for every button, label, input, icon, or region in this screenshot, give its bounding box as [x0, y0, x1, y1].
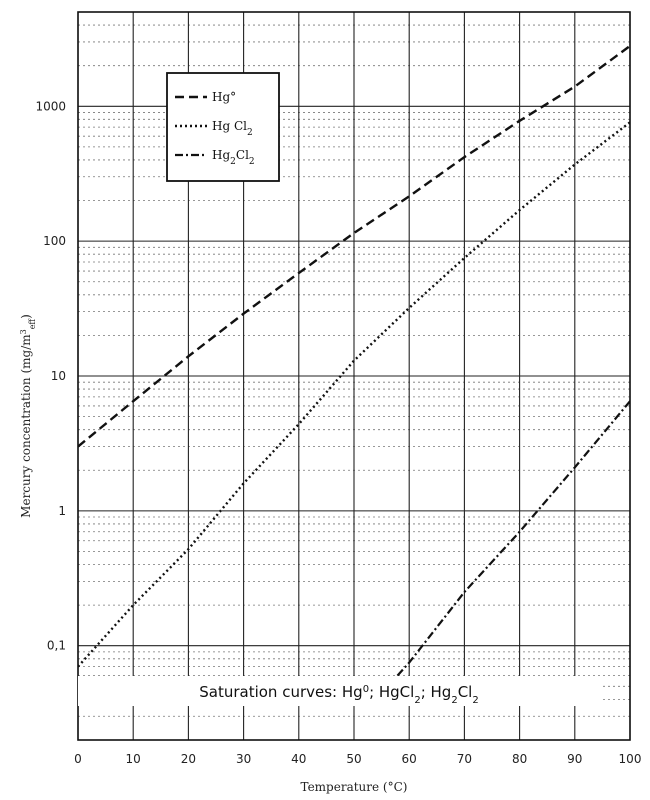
legend-label: Hg Cl2 [212, 119, 253, 138]
series-line-2 [375, 400, 630, 701]
caption: Saturation curves: Hg0; HgCl2; Hg2Cl2 [78, 676, 600, 706]
y-tick-label: 100 [43, 234, 66, 248]
legend: Hg° Hg Cl2 Hg2Cl2 [166, 72, 280, 182]
x-tick-label: 0 [74, 752, 82, 766]
series-line-1 [78, 121, 630, 668]
legend-label: Hg2Cl2 [212, 148, 255, 167]
x-tick-label: 20 [181, 752, 196, 766]
x-tick-label: 70 [457, 752, 472, 766]
legend-label: Hg° [212, 90, 236, 104]
x-axis-label: Temperature (°C) [301, 780, 408, 794]
y-axis-ticks: 0,1 1 10 100 1000 [35, 99, 66, 652]
y-tick-label: 1 [58, 504, 66, 518]
x-tick-label: 30 [236, 752, 251, 766]
major-grid [77, 12, 631, 740]
y-tick-label: 10 [51, 369, 66, 383]
caption-text: Saturation curves: Hg0; HgCl2; Hg2Cl2 [199, 683, 478, 706]
x-tick-label: 90 [567, 752, 582, 766]
x-tick-label: 10 [126, 752, 141, 766]
series-layer [78, 44, 630, 701]
x-tick-label: 80 [512, 752, 527, 766]
x-tick-label: 40 [291, 752, 306, 766]
x-tick-label: 60 [402, 752, 417, 766]
caption-box [78, 676, 600, 706]
y-tick-label: 1000 [35, 99, 66, 113]
plot-frame [77, 11, 631, 741]
y-axis-label: Mercury concentration (mg/m3eff) [19, 314, 37, 518]
series-line-0 [78, 44, 630, 448]
x-tick-label: 50 [346, 752, 361, 766]
y-tick-label: 0,1 [47, 639, 66, 653]
x-axis-ticks: 0 10 20 30 40 50 60 70 80 90 100 [74, 752, 641, 766]
x-tick-label: 100 [619, 752, 642, 766]
